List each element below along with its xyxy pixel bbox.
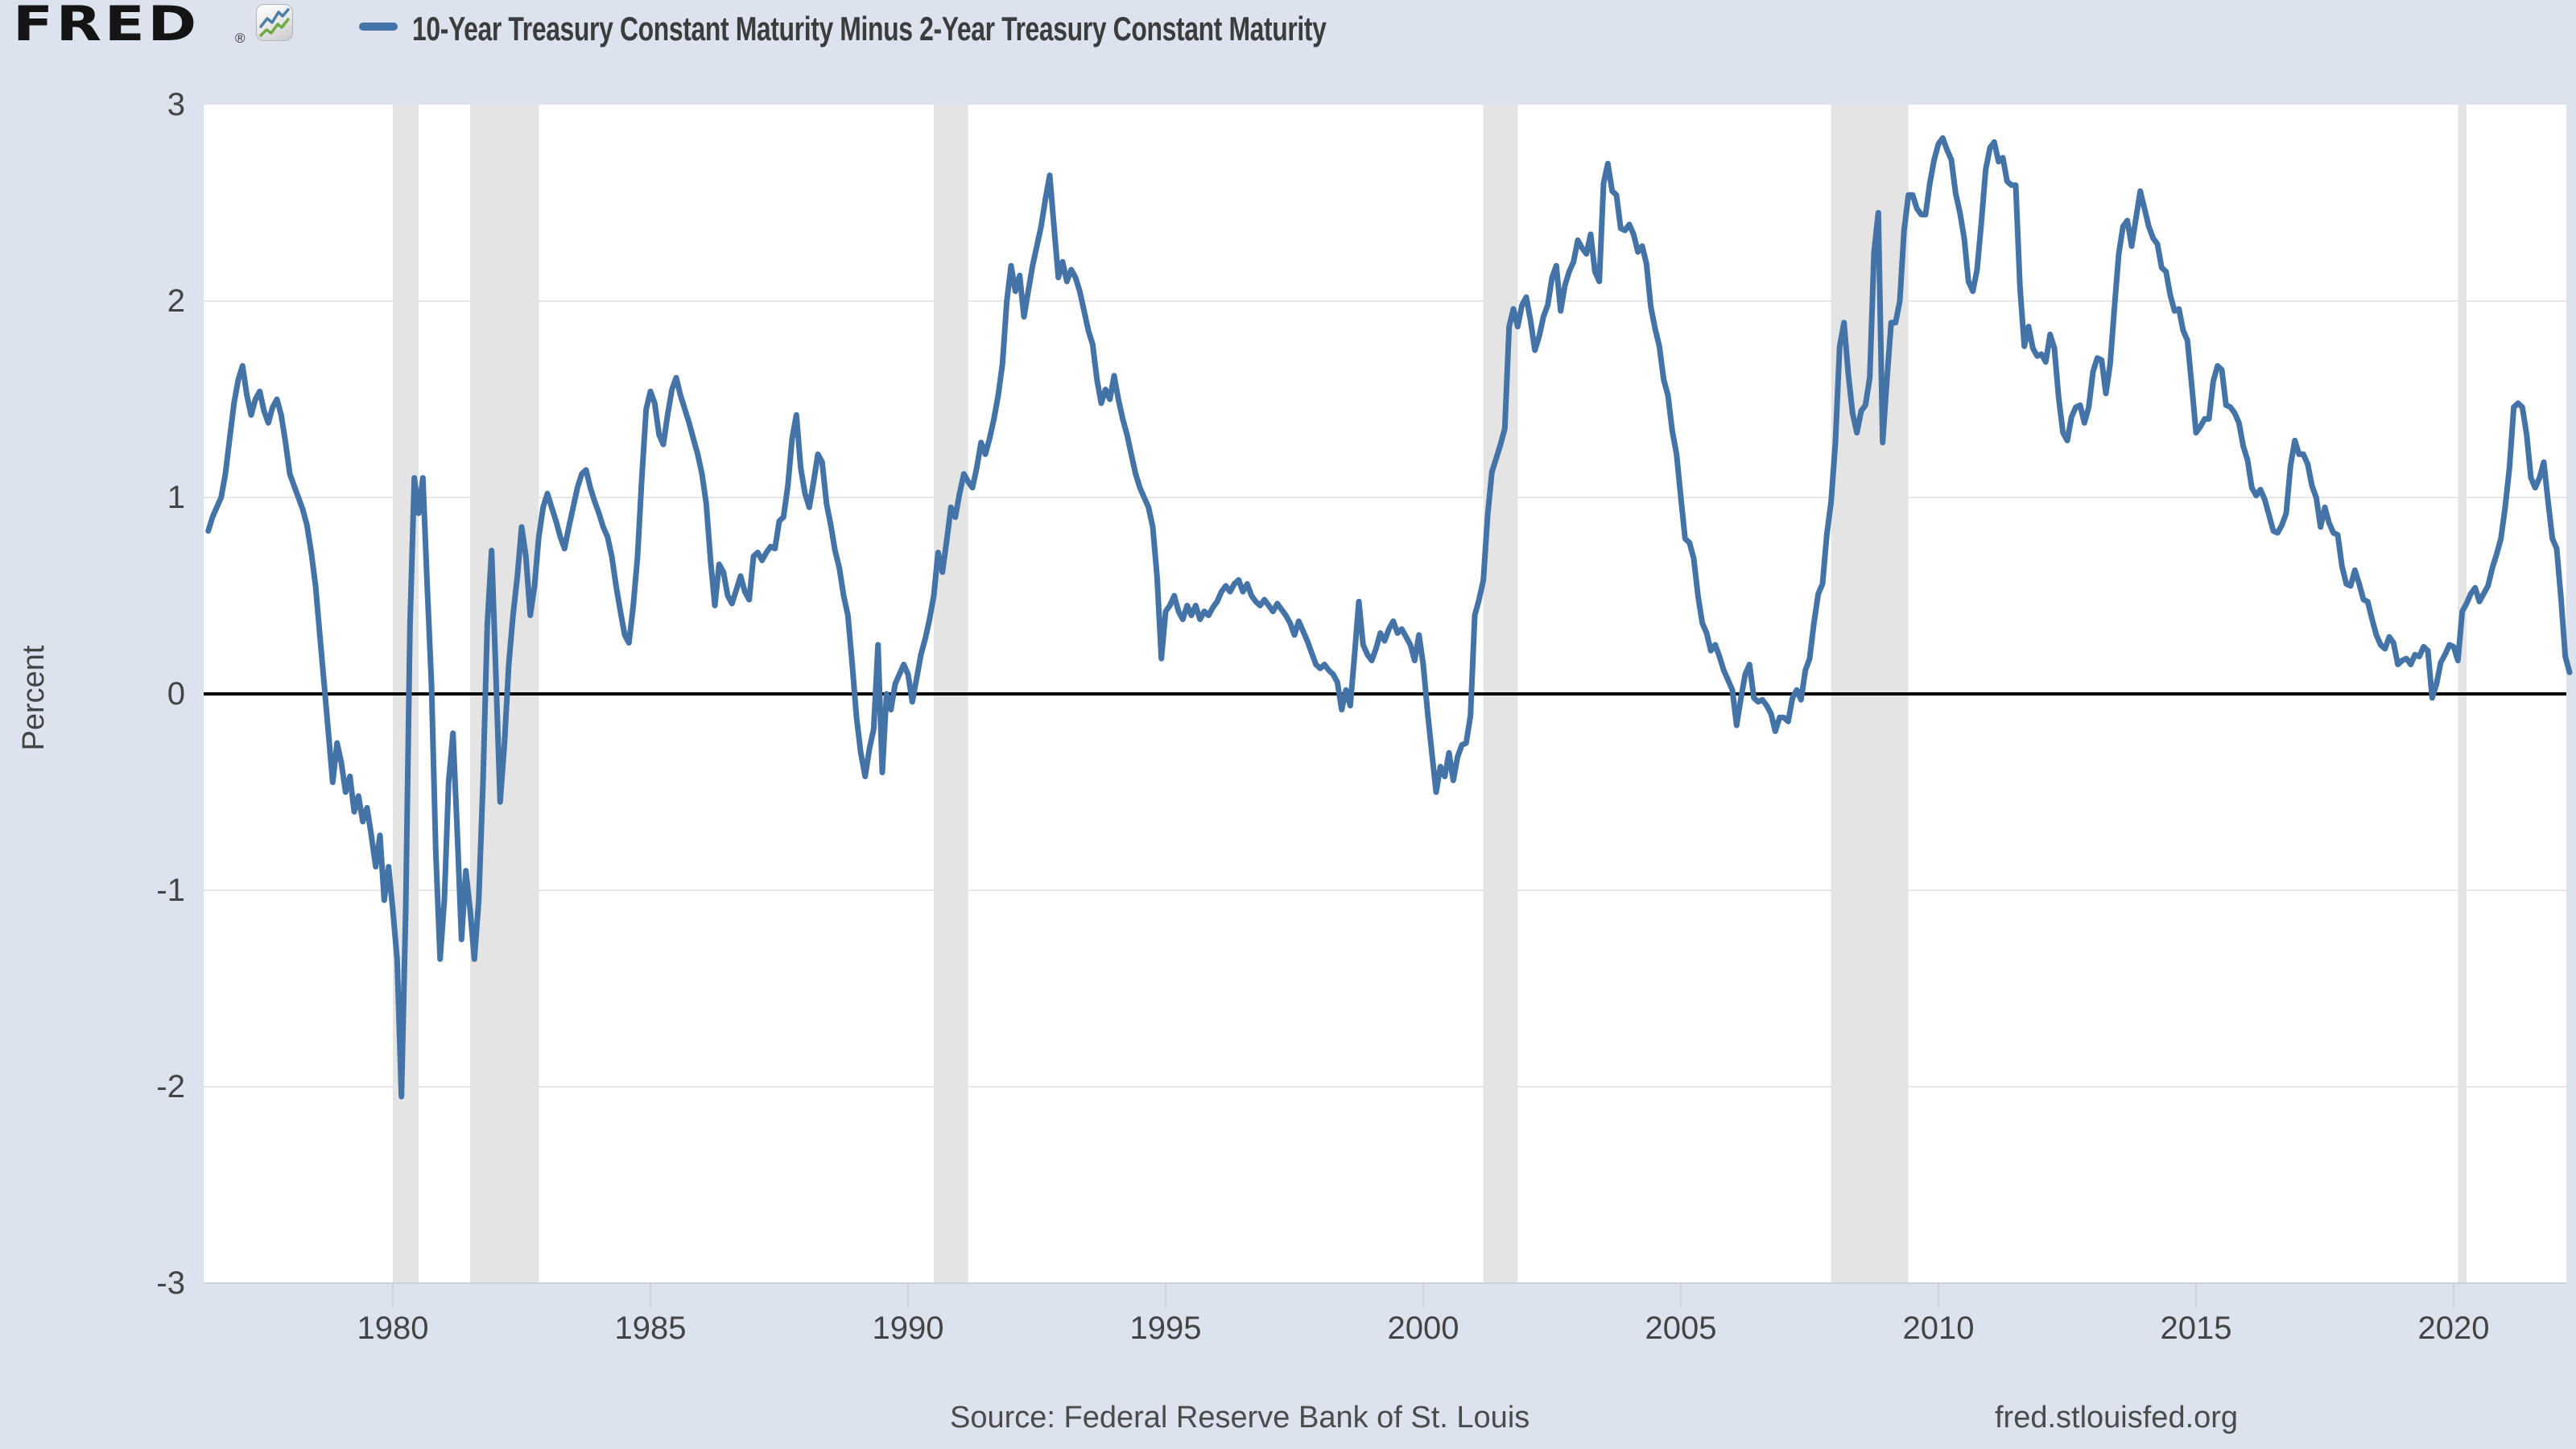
x-axis-tick-label: 2015 — [2160, 1311, 2232, 1346]
y-axis-tick-label: -3 — [156, 1265, 185, 1301]
y-axis-tick-label: 0 — [167, 676, 185, 712]
x-axis-tick-label: 2000 — [1387, 1311, 1459, 1346]
y-axis-tick-label: 1 — [167, 480, 185, 515]
y-axis-tick-label: 3 — [167, 87, 185, 122]
source-attribution: Source: Federal Reserve Bank of St. Loui… — [950, 1401, 1530, 1435]
y-axis-tick-label: 2 — [167, 283, 185, 319]
x-axis-tick-label: 2020 — [2417, 1311, 2490, 1346]
icon-green-zigzag — [259, 18, 290, 37]
y-axis-tick-label: -1 — [156, 873, 185, 908]
registered-trademark-icon: ® — [235, 31, 246, 46]
fred-logo[interactable]: FRED — [13, 0, 200, 52]
series-line[interactable] — [205, 135, 2573, 1100]
x-axis-tick-label: 1995 — [1129, 1311, 1202, 1346]
legend-line-swatch — [359, 23, 398, 31]
fred-site-link[interactable]: fred.stlouisfed.org — [1995, 1401, 2239, 1435]
x-axis-tick-label: 2005 — [1645, 1311, 1717, 1346]
y-axis-tick-label: -2 — [156, 1069, 185, 1104]
x-axis-tick-label: 2010 — [1902, 1311, 1975, 1346]
icon-blue-zigzag — [259, 8, 290, 28]
fred-logo-chart-icon — [256, 4, 293, 41]
x-axis-tick-label: 1990 — [872, 1311, 944, 1346]
chart-title[interactable]: 10-Year Treasury Constant Maturity Minus… — [412, 10, 1327, 47]
x-axis-tick-label: 1985 — [614, 1311, 687, 1346]
y-axis-title: Percent — [17, 645, 51, 751]
x-axis-tick-label: 1980 — [357, 1311, 429, 1346]
